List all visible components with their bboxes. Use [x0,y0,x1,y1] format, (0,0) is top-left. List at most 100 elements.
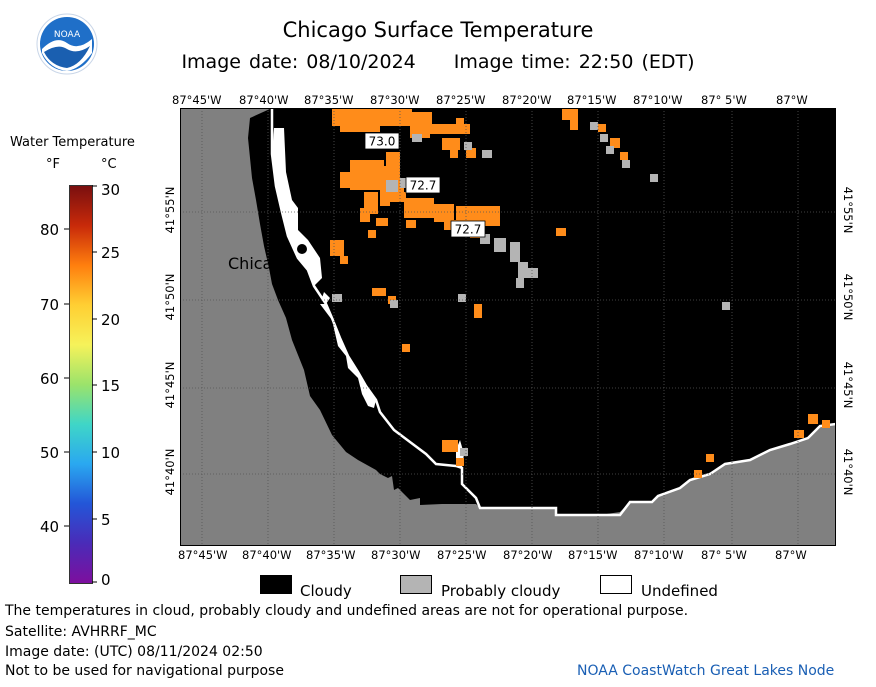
warm-water-pixel [406,220,416,228]
probably-cloudy-pixel [600,134,608,142]
lon-top-5: 87°20'W [502,93,552,107]
lon-bottom-1: 87°40'W [242,548,292,562]
legend-swatch-probably-cloudy [400,575,432,594]
lon-bottom-0: 87°45'W [178,548,228,562]
chicago-label: Chicago [228,254,292,273]
temperature-map: 73.0 72.7 72.7 Chicago [180,108,836,546]
warm-water-pixel [694,470,702,478]
utc-date-text: Image date: (UTC) 08/11/2024 02:50 [5,644,263,660]
legend-label-probably-cloudy: Probably cloudy [441,582,561,600]
noaa-logo: NOAA [36,13,98,75]
lat-left-3: 41°40'N [163,448,177,496]
lat-right-0: 41°55'N [841,186,855,234]
noaa-logo-icon: NOAA [36,13,98,75]
probably-cloudy-pixel [458,294,466,302]
unit-fahrenheit: °F [46,157,60,172]
warm-water-pixel [808,414,818,424]
colorbar-ticks [64,185,97,583]
warm-water-pixel [386,152,400,182]
warm-water-pixel [706,454,714,462]
c-label-25: 25 [101,244,121,262]
f-label-70: 70 [40,296,60,314]
warm-water-pixel [402,112,432,124]
temperature-label-1: 73.0 [364,132,400,150]
legend-label-cloudy: Cloudy [300,582,352,600]
legend-swatch-cloudy [260,575,292,594]
satellite-text: Satellite: AVHRRF_MC [5,624,157,640]
c-label-20: 20 [101,311,121,329]
legend-swatch-undefined [600,575,632,594]
lon-top-1: 87°40'W [239,93,289,107]
warm-water-pixel [376,218,388,226]
warm-water-pixel [430,124,470,134]
temperature-label-2-text: 72.7 [410,179,437,193]
warm-water-pixel [598,124,606,132]
c-label-10: 10 [101,444,121,462]
warm-water-pixel [340,122,380,132]
f-label-60: 60 [40,370,60,388]
warm-water-pixel [456,458,464,466]
lake-michigan-cloudy [248,108,836,515]
lon-top-2: 87°35'W [304,93,354,107]
lon-bottom-9: 87°W [775,548,807,562]
warm-water-pixel [340,172,360,188]
probably-cloudy-pixel [510,242,520,262]
lon-top-8: 87° 5'W [701,93,747,107]
coastline [270,108,836,517]
lat-right-1: 41°50'N [841,273,855,321]
probably-cloudy-pixel [332,294,342,302]
warm-water-pixels [330,108,830,478]
graticule-grid [180,108,836,546]
image-time: Image time: 22:50 (EDT) [453,51,695,73]
warm-water-pixel [368,230,376,238]
lat-left-1: 41°50'N [163,273,177,321]
probably-cloudy-pixels [332,122,730,456]
warm-water-pixel [466,148,476,158]
lat-left-2: 41°45'N [163,361,177,409]
probably-cloudy-pixel [650,174,658,182]
navigation-warning: Not to be used for navigational purpose [5,663,284,679]
probably-cloudy-pixel [722,302,730,310]
warm-water-pixel [340,256,348,264]
page-title: Chicago Surface Temperature [282,18,594,42]
warm-water-pixel [404,198,434,218]
probably-cloudy-pixel [494,238,506,252]
f-label-40: 40 [40,518,60,536]
unit-celsius: °C [101,157,117,172]
map-frame [180,108,836,546]
warm-water-pixel [794,430,804,438]
warm-water-pixel [556,228,566,236]
probably-cloudy-pixel [400,178,410,188]
lon-top-3: 87°30'W [370,93,420,107]
warm-water-pixel [360,208,370,222]
probably-cloudy-pixel [386,180,398,192]
probably-cloudy-pixel [464,142,472,150]
lat-right-3: 41°40'N [841,448,855,496]
warm-water-pixel [570,120,578,130]
warm-water-pixel [474,304,482,318]
legend-label-undefined: Undefined [641,582,718,600]
noaa-logo-text: NOAA [54,30,81,40]
colorbar [69,185,93,584]
lon-top-6: 87°15'W [567,93,617,107]
warm-water-pixel [456,118,464,126]
probably-cloudy-pixel [606,146,614,154]
lat-right-2: 41°45'N [841,361,855,409]
warm-water-pixel [442,138,460,150]
lat-left-0: 41°55'N [163,186,177,234]
temperature-label-2: 72.7 [405,176,441,194]
temperature-label-1-text: 73.0 [369,135,396,149]
probably-cloudy-pixel [622,160,630,168]
lon-bottom-8: 87° 5'W [701,548,747,562]
probably-cloudy-pixel [518,262,528,278]
lon-bottom-5: 87°20'W [503,548,553,562]
image-datetime: Image date: 08/10/2024 Image time: 22:50 … [0,51,876,73]
probably-cloudy-pixel [460,448,468,456]
warm-water-pixel [822,420,830,428]
warm-water-pixel [394,182,404,192]
probably-cloudy-pixel [590,122,598,130]
probably-cloudy-pixel [390,300,398,308]
lon-bottom-7: 87°10'W [634,548,684,562]
lon-top-4: 87°25'W [436,93,486,107]
warm-water-pixel [372,288,386,296]
